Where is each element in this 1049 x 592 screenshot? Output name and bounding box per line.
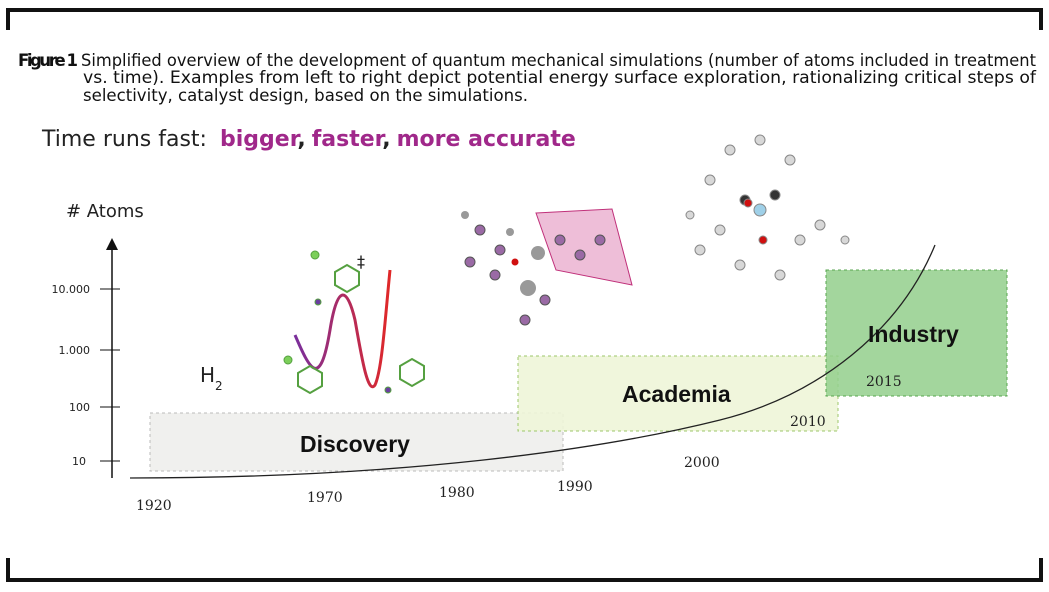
tick-label: 1.000 [59,344,91,357]
energy-profile [293,269,392,389]
frame [6,8,1043,582]
separator: , [297,127,305,152]
era-label: Academia [622,381,731,407]
tagline-word: faster [312,127,386,152]
molecule-selectivity [461,208,633,326]
caption-line: Simplified overview of the development o… [81,51,1037,70]
tagline-lead: Time runs fast: [41,127,207,152]
tagline: bigger, faster, more accurate [220,127,576,152]
tick-label: 10.000 [52,283,91,296]
tick-label: 100 [69,401,90,414]
tagline-word: more accurate [397,127,576,152]
year-label: 1990 [557,479,593,495]
tick-label: 10 [72,455,86,468]
industry-box [825,269,1008,397]
caption-line: vs. time). Examples from left to right d… [83,68,1037,87]
caption-line: selectivity, catalyst design, based on t… [83,86,528,105]
tagline-word: bigger [220,127,301,152]
axis-label: # Atoms [66,201,144,222]
year-label: 2000 [684,455,720,471]
year-label: 1920 [136,498,172,514]
academia-box [517,355,839,432]
molecule-catalyst [685,134,850,281]
caption-label: Figure 1 [18,51,78,70]
symbol: H [200,363,215,387]
h2-label: H2 [200,363,223,393]
separator: , [382,127,390,152]
year-label: 1970 [307,490,343,506]
year-label: 2015 [866,374,902,390]
molecule-ts [283,250,425,395]
transition-mark: ‡ [357,252,365,271]
discovery-box [149,412,564,472]
ticks [100,288,120,462]
era-label: Industry [868,321,959,347]
year-label: 1980 [439,485,475,501]
subscript: 2 [215,379,223,393]
year-label: 2010 [790,414,826,430]
growth-curve [129,244,936,479]
era-label: Discovery [300,431,410,457]
